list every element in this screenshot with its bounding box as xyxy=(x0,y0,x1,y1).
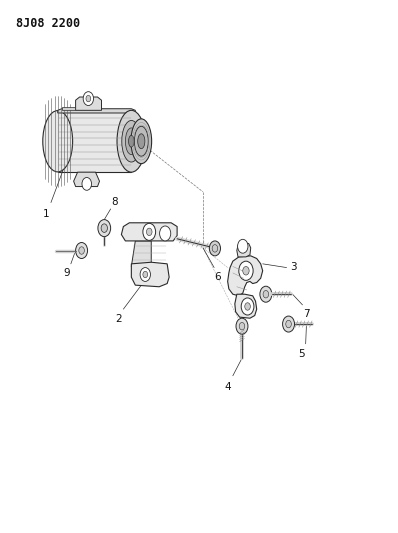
Circle shape xyxy=(146,228,152,236)
Circle shape xyxy=(260,286,272,302)
Ellipse shape xyxy=(131,119,152,164)
Circle shape xyxy=(143,271,148,278)
Ellipse shape xyxy=(125,128,137,155)
Ellipse shape xyxy=(117,110,146,172)
Polygon shape xyxy=(131,262,169,287)
Text: 9: 9 xyxy=(64,268,70,278)
Text: 5: 5 xyxy=(298,349,305,359)
Polygon shape xyxy=(228,256,263,296)
Polygon shape xyxy=(58,109,135,113)
Polygon shape xyxy=(235,294,257,318)
Circle shape xyxy=(98,220,111,237)
Text: 3: 3 xyxy=(290,262,297,271)
Ellipse shape xyxy=(129,135,134,147)
Ellipse shape xyxy=(43,111,72,172)
Polygon shape xyxy=(131,241,151,273)
Circle shape xyxy=(82,177,92,190)
Circle shape xyxy=(238,239,248,253)
Polygon shape xyxy=(237,243,251,257)
Circle shape xyxy=(83,92,94,106)
Ellipse shape xyxy=(138,134,145,149)
Circle shape xyxy=(209,241,220,256)
Text: 8: 8 xyxy=(111,197,118,207)
Text: 6: 6 xyxy=(214,272,221,282)
Ellipse shape xyxy=(134,126,148,156)
Circle shape xyxy=(241,298,254,315)
Circle shape xyxy=(283,316,295,332)
Text: 1: 1 xyxy=(43,209,49,219)
Text: 4: 4 xyxy=(225,382,231,392)
Circle shape xyxy=(143,223,156,240)
Polygon shape xyxy=(76,97,101,110)
Polygon shape xyxy=(62,107,75,110)
Text: 8J08 2200: 8J08 2200 xyxy=(16,17,80,30)
Circle shape xyxy=(245,303,250,310)
Circle shape xyxy=(86,95,91,102)
Text: 2: 2 xyxy=(115,314,121,325)
Circle shape xyxy=(79,247,84,254)
Circle shape xyxy=(236,318,248,334)
Circle shape xyxy=(101,224,107,232)
Polygon shape xyxy=(121,223,177,241)
Circle shape xyxy=(239,322,245,330)
Polygon shape xyxy=(58,110,131,172)
Circle shape xyxy=(140,268,150,281)
Circle shape xyxy=(76,243,88,259)
Circle shape xyxy=(243,266,249,275)
Circle shape xyxy=(263,290,269,298)
Polygon shape xyxy=(74,172,100,187)
Ellipse shape xyxy=(122,120,141,162)
Circle shape xyxy=(160,226,171,241)
Circle shape xyxy=(239,261,253,280)
Circle shape xyxy=(286,320,291,328)
Circle shape xyxy=(212,245,218,252)
Text: 7: 7 xyxy=(303,309,310,319)
